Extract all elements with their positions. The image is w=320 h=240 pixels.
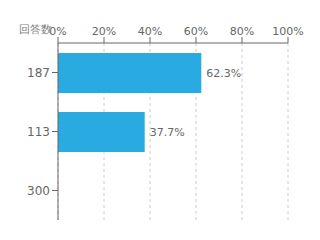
svg-text:回答数: 回答数 xyxy=(19,23,52,36)
svg-text:20%: 20% xyxy=(92,25,116,38)
svg-text:37.7%: 37.7% xyxy=(150,126,185,139)
svg-text:62.3%: 62.3% xyxy=(206,67,241,80)
svg-text:40%: 40% xyxy=(138,25,162,38)
svg-text:300: 300 xyxy=(27,184,50,198)
svg-text:113: 113 xyxy=(27,125,50,139)
svg-text:80%: 80% xyxy=(230,25,254,38)
svg-text:187: 187 xyxy=(27,66,50,80)
svg-text:100%: 100% xyxy=(272,25,303,38)
svg-text:0%: 0% xyxy=(49,25,67,38)
svg-text:60%: 60% xyxy=(184,25,208,38)
